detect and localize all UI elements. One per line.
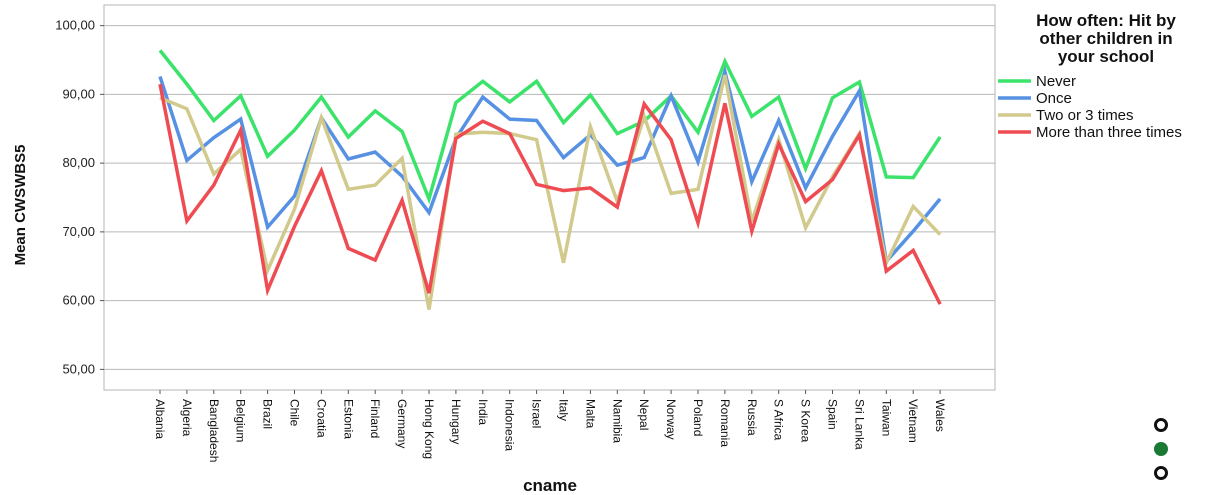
series-line-0 bbox=[158, 49, 942, 205]
x-tick-label-11: Hungary bbox=[449, 399, 463, 444]
y-tick-label-1: 60,00 bbox=[62, 293, 95, 308]
carousel-dots bbox=[1154, 418, 1168, 480]
carousel-dot-2-active[interactable] bbox=[1154, 442, 1168, 456]
x-tick-label-21: Romania bbox=[718, 399, 732, 447]
legend-title-line-2: other children in bbox=[1039, 29, 1172, 48]
series-line-2 bbox=[159, 74, 942, 310]
x-tick-label-24: S Korea bbox=[799, 399, 813, 443]
x-tick-label-14: Israel bbox=[530, 399, 544, 428]
x-tick-label-28: Vietnam bbox=[906, 399, 920, 443]
legend-label-0: Never bbox=[1036, 73, 1076, 90]
x-tick-label-6: Croatia bbox=[314, 399, 328, 438]
x-tick-label-3: Belgium bbox=[234, 399, 248, 442]
x-tick-label-8: Finland bbox=[368, 399, 382, 438]
carousel-dot-1[interactable] bbox=[1154, 418, 1168, 432]
x-tick-label-20: Poland bbox=[691, 399, 705, 436]
plot-frame bbox=[103, 4, 996, 391]
legend: How often: Hit by other children in your… bbox=[998, 11, 1182, 141]
x-tick-label-10: Hong Kong bbox=[422, 399, 436, 459]
x-tick-label-12: India bbox=[476, 399, 490, 425]
x-tick-label-27: Taiwan bbox=[879, 399, 893, 436]
y-axis-title: Mean CWSWBS5 bbox=[12, 145, 29, 266]
y-tick-label-0: 50,00 bbox=[62, 361, 95, 376]
legend-title-line-1: How often: Hit by bbox=[1036, 11, 1176, 30]
legend-label-3: More than three times bbox=[1036, 124, 1182, 141]
legend-label-2: Two or 3 times bbox=[1036, 107, 1134, 124]
legend-label-1: Once bbox=[1036, 90, 1072, 107]
y-axis-ticks: 50,00 60,00 70,00 80,00 90,00 100,00 bbox=[55, 18, 104, 376]
x-tick-label-29: Wales bbox=[933, 399, 947, 432]
x-axis-ticks: Albania Algeria Bangladesh Belgium Brazil Chi… bbox=[153, 390, 947, 462]
series-lines bbox=[158, 49, 942, 310]
x-tick-label-4: Brazil bbox=[261, 399, 275, 429]
series-line-3 bbox=[158, 83, 942, 305]
x-tick-label-18: Nepal bbox=[637, 399, 651, 430]
x-tick-label-2: Bangladesh bbox=[207, 399, 221, 462]
x-tick-label-15: Italy bbox=[557, 399, 571, 421]
x-tick-label-0: Albania bbox=[153, 399, 167, 439]
carousel-dot-3[interactable] bbox=[1154, 466, 1168, 480]
x-tick-label-1: Algeria bbox=[180, 399, 194, 437]
x-tick-label-13: Indonesia bbox=[503, 399, 517, 451]
y-tick-label-5: 100,00 bbox=[55, 18, 95, 33]
x-tick-label-9: Germany bbox=[395, 399, 409, 448]
x-tick-label-23: S Africa bbox=[772, 399, 786, 441]
y-tick-label-3: 80,00 bbox=[62, 155, 95, 170]
x-tick-label-26: Sri Lanka bbox=[852, 399, 866, 450]
y-tick-label-2: 70,00 bbox=[62, 224, 95, 239]
x-tick-label-16: Malta bbox=[583, 399, 597, 429]
legend-title-line-3: your school bbox=[1058, 47, 1154, 66]
x-tick-label-17: Namibia bbox=[610, 399, 624, 443]
x-tick-label-25: Spain bbox=[826, 399, 840, 430]
x-axis-title: cname bbox=[523, 476, 577, 495]
x-tick-label-7: Estonia bbox=[341, 399, 355, 439]
x-tick-label-22: Russia bbox=[745, 399, 759, 436]
x-tick-label-19: Norway bbox=[664, 399, 678, 440]
series-line-1 bbox=[158, 65, 942, 266]
y-tick-label-4: 90,00 bbox=[62, 86, 95, 101]
x-tick-label-5: Chile bbox=[288, 399, 302, 427]
